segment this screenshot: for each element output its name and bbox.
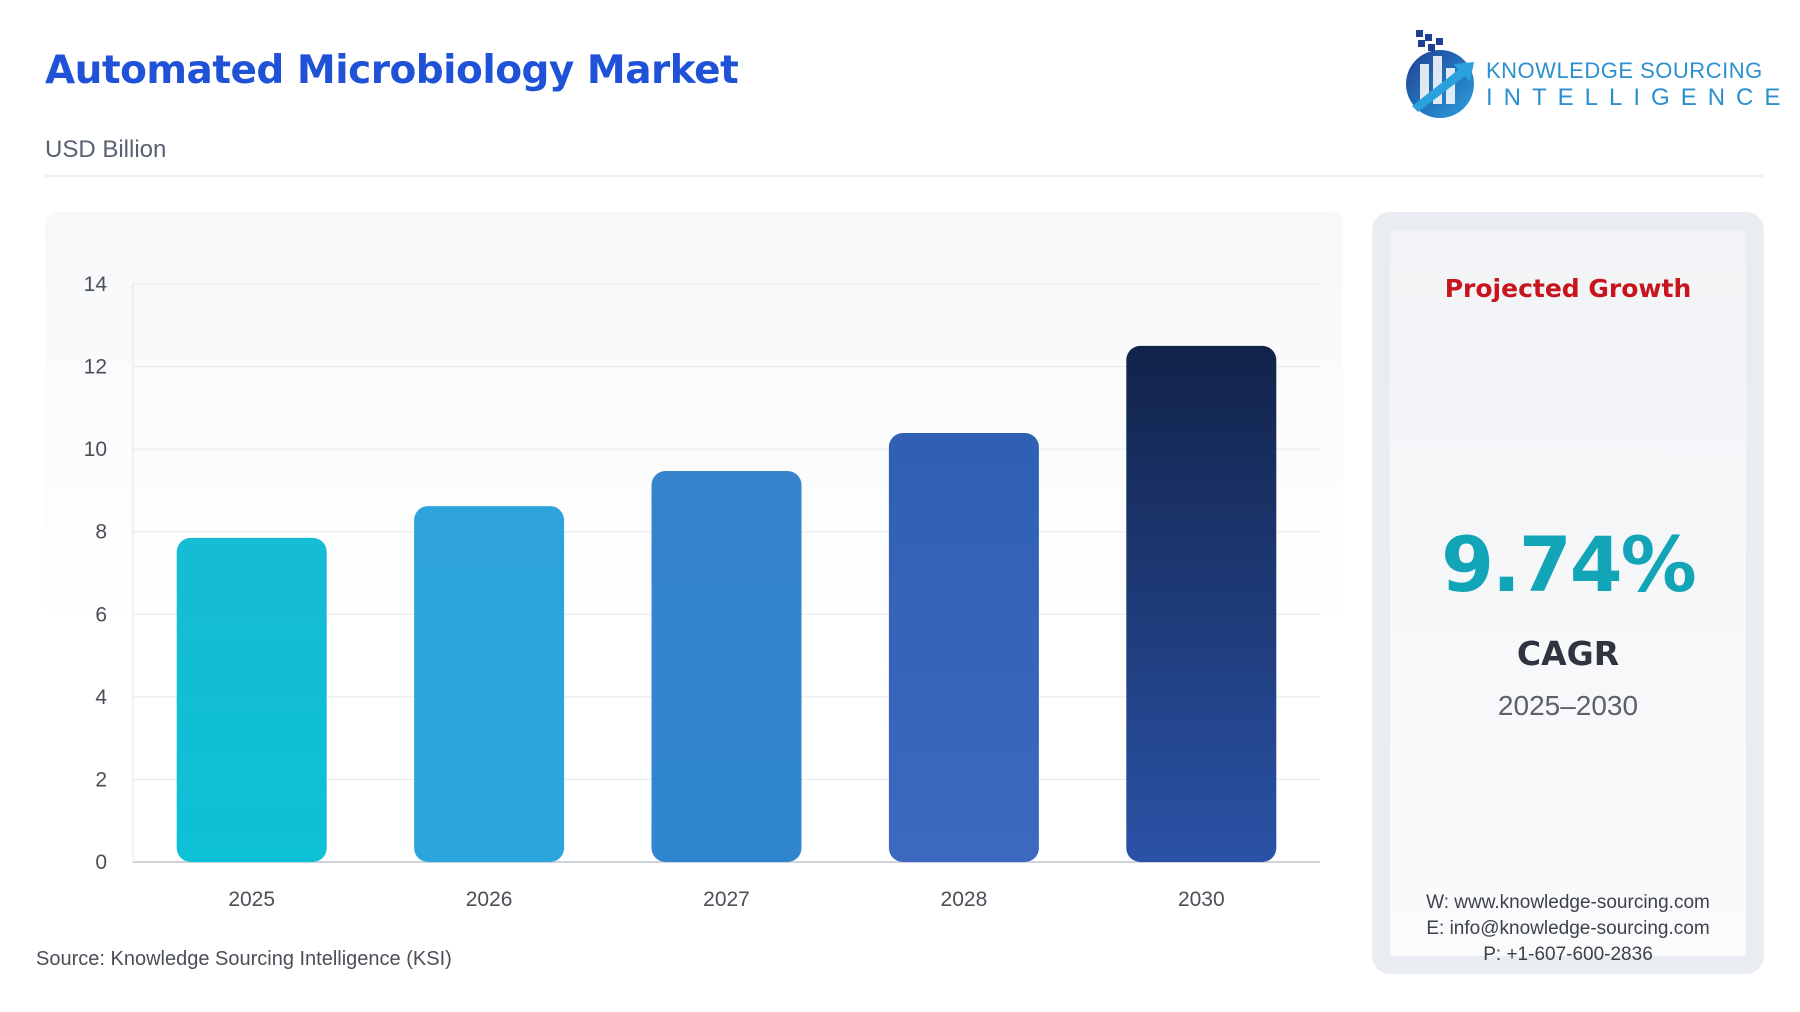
projected-growth-card: Projected Growth 9.74% CAGR 2025–2030 W:… — [1372, 212, 1764, 974]
x-tick-label: 2028 — [941, 888, 988, 911]
page-title: Automated Microbiology Market — [45, 48, 739, 93]
header-divider — [45, 175, 1763, 177]
bar-2030 — [1126, 345, 1277, 862]
bar-chart: 0 2 4 6 8 10 12 14 2025 2026 2027 2028 2030 — [84, 273, 1320, 911]
bar-2027 — [651, 471, 802, 862]
bar-2025 — [176, 537, 327, 862]
x-tick-label: 2025 — [228, 888, 275, 911]
cagr-period: 2025–2030 — [1497, 690, 1639, 721]
source-note: Source: Knowledge Sourcing Intelligence … — [36, 948, 452, 970]
x-tick-label: 2026 — [466, 888, 513, 911]
contact-phone: P: +1-607-600-2836 — [1483, 944, 1653, 965]
y-tick-label: 4 — [95, 686, 107, 709]
x-tick-label: 2027 — [703, 888, 750, 911]
y-tick-label: 2 — [95, 768, 107, 791]
y-tick-label: 6 — [95, 603, 107, 626]
x-tick-label: 2030 — [1178, 888, 1225, 911]
bar-2028 — [888, 433, 1039, 862]
unit-subtitle: USD Billion — [45, 136, 167, 163]
projected-growth-inner: Projected Growth 9.74% CAGR 2025–2030 W:… — [1390, 230, 1746, 965]
y-tick-label: 0 — [95, 851, 107, 874]
cagr-label: CAGR — [1516, 634, 1620, 673]
contact-email: E: info@knowledge-sourcing.com — [1426, 918, 1710, 939]
bar-2026 — [414, 506, 565, 862]
logo-text-bottom: INTELLIGENCE — [1486, 84, 1792, 111]
cagr-value: 9.74% — [1441, 520, 1697, 609]
contact-website: W: www.knowledge-sourcing.com — [1426, 892, 1710, 913]
bar-growth-arrow-logo-icon — [1406, 30, 1474, 118]
chart-panel: 0 2 4 6 8 10 12 14 2025 2026 2027 2028 2030 — [45, 212, 1343, 912]
projected-growth-heading: Projected Growth — [1444, 274, 1692, 303]
y-tick-label: 10 — [84, 438, 107, 461]
y-tick-label: 14 — [84, 273, 108, 296]
company-logo: KNOWLEDGE SOURCING INTELLIGENCE — [1398, 24, 1780, 124]
y-tick-label: 12 — [84, 356, 107, 379]
y-tick-label: 8 — [95, 521, 107, 544]
logo-text-top: KNOWLEDGE SOURCING — [1486, 58, 1763, 83]
